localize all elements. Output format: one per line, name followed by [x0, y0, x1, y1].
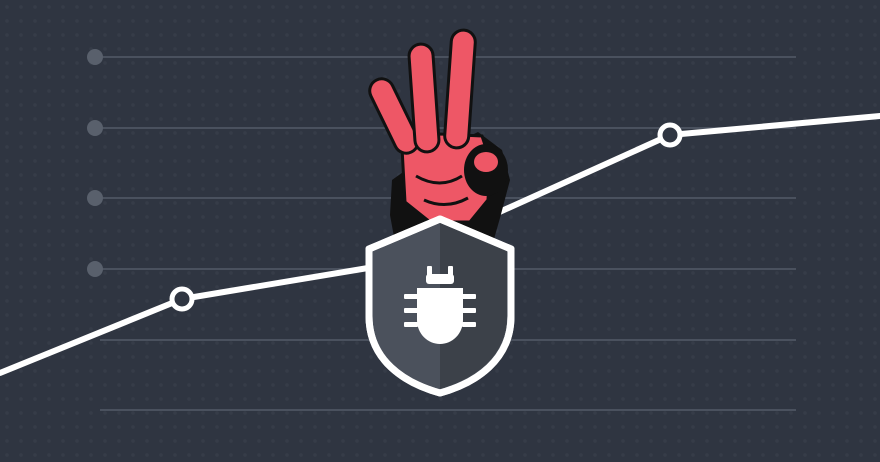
- hand-finger: [368, 77, 420, 155]
- bug-leg: [404, 294, 418, 299]
- axis-dot: [87, 261, 103, 277]
- hand-finger: [407, 42, 441, 154]
- bug-body: [417, 288, 463, 344]
- bug-icon: [404, 266, 476, 344]
- axis-dot: [87, 49, 103, 65]
- bug-leg: [404, 308, 418, 313]
- shield-outline: [365, 215, 515, 397]
- axis-dot: [87, 120, 103, 136]
- axis-dot: [87, 190, 103, 206]
- shield-icon: [365, 215, 515, 397]
- axis-dots: [87, 49, 103, 277]
- trend-point: [169, 286, 195, 312]
- shield-dark-half: [440, 223, 507, 389]
- hand-finger: [443, 28, 477, 150]
- three-fingers-hand-icon: [368, 28, 510, 248]
- bug-head: [426, 274, 454, 284]
- bug-leg: [462, 308, 476, 313]
- bug-leg: [462, 294, 476, 299]
- hand-crease: [415, 174, 463, 185]
- bug-leg: [462, 322, 476, 327]
- hand-crease: [423, 196, 469, 206]
- trend-point: [657, 122, 683, 148]
- bug-leg: [404, 322, 418, 327]
- hand-thumb-nail: [474, 152, 498, 172]
